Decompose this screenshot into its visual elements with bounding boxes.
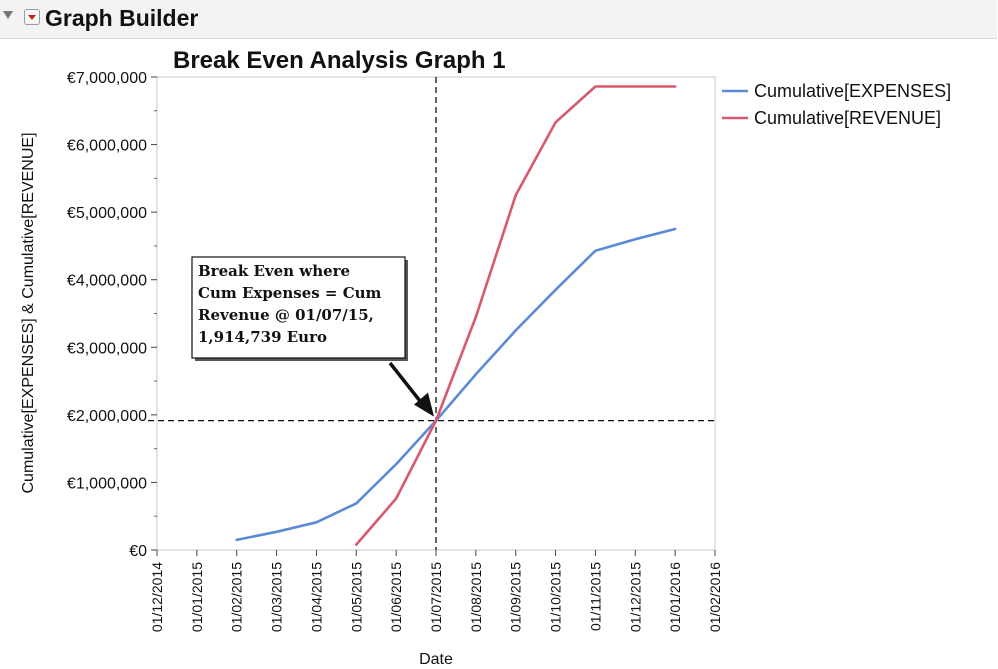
header-title: Graph Builder	[45, 5, 199, 31]
annotation-text-line: Break Even where	[198, 262, 350, 280]
graph-builder-header: Graph Builder	[0, 0, 997, 39]
x-tick-label: 01/11/2015	[587, 562, 603, 631]
y-tick-label: €2,000,000	[67, 408, 147, 425]
annotation-text-line: 1,914,739 Euro	[198, 328, 327, 346]
x-tick-label: 01/02/2015	[229, 562, 245, 632]
legend-label: Cumulative[REVENUE]	[754, 108, 941, 128]
x-tick-label: 01/01/2016	[667, 562, 683, 632]
disclosure-triangle-icon[interactable]	[3, 11, 13, 19]
y-tick-label: €1,000,000	[67, 475, 147, 492]
annotation-box	[191, 256, 406, 359]
y-tick-label: €5,000,000	[67, 205, 147, 222]
annotation-arrow-head	[414, 392, 434, 417]
reference-lines	[148, 77, 715, 550]
red-triangle-menu-icon[interactable]	[24, 9, 40, 25]
y-axis-label: Cumulative[EXPENSES] & Cumulative[REVENU…	[20, 132, 37, 493]
y-tick-label: €3,000,000	[67, 340, 147, 357]
series-line-expenses	[235, 227, 677, 542]
chart-title: Break Even Analysis Graph 1	[173, 47, 506, 74]
y-axis: €0 €1,000,000 €2,000,000 €3,000,000 €4,000,0…	[67, 70, 157, 560]
y-tick-label: €4,000,000	[67, 273, 147, 290]
annotation-text-line: Cum Expenses = Cum	[198, 284, 382, 302]
x-tick-label: 01/12/2014	[149, 562, 165, 632]
x-tick-label: 01/06/2015	[388, 562, 404, 632]
x-tick-label: 01/02/2016	[707, 562, 723, 632]
x-tick-label: 01/09/2015	[508, 562, 524, 632]
x-tick-label: 01/08/2015	[468, 562, 484, 632]
series-layer	[235, 85, 677, 546]
x-axis: 01/12/2014 01/01/2015 01/02/2015 01/03/2015…	[149, 550, 723, 632]
x-tick-label: 01/03/2015	[269, 562, 285, 632]
annotation-text-line: Revenue @ 01/07/15,	[198, 306, 374, 324]
legend[interactable]: Cumulative[EXPENSES] Cumulative[REVENUE]	[722, 81, 951, 128]
x-axis-label: Date	[419, 651, 453, 668]
x-tick-label: 01/01/2015	[189, 562, 205, 632]
x-tick-label: 01/05/2015	[348, 562, 364, 632]
y-tick-label: €6,000,000	[67, 138, 147, 155]
x-tick-label: 01/12/2015	[627, 562, 643, 632]
x-tick-label: 01/10/2015	[548, 562, 564, 632]
x-tick-label: 01/07/2015	[428, 562, 444, 632]
y-tick-label: €7,000,000	[67, 70, 147, 87]
series-line-revenue	[354, 85, 677, 546]
legend-label: Cumulative[EXPENSES]	[754, 81, 951, 101]
x-tick-label: 01/04/2015	[308, 562, 324, 632]
y-tick-label: €0	[129, 543, 147, 560]
break-even-annotation: Break Even where Cum Expenses = Cum Revenu…	[191, 256, 434, 417]
